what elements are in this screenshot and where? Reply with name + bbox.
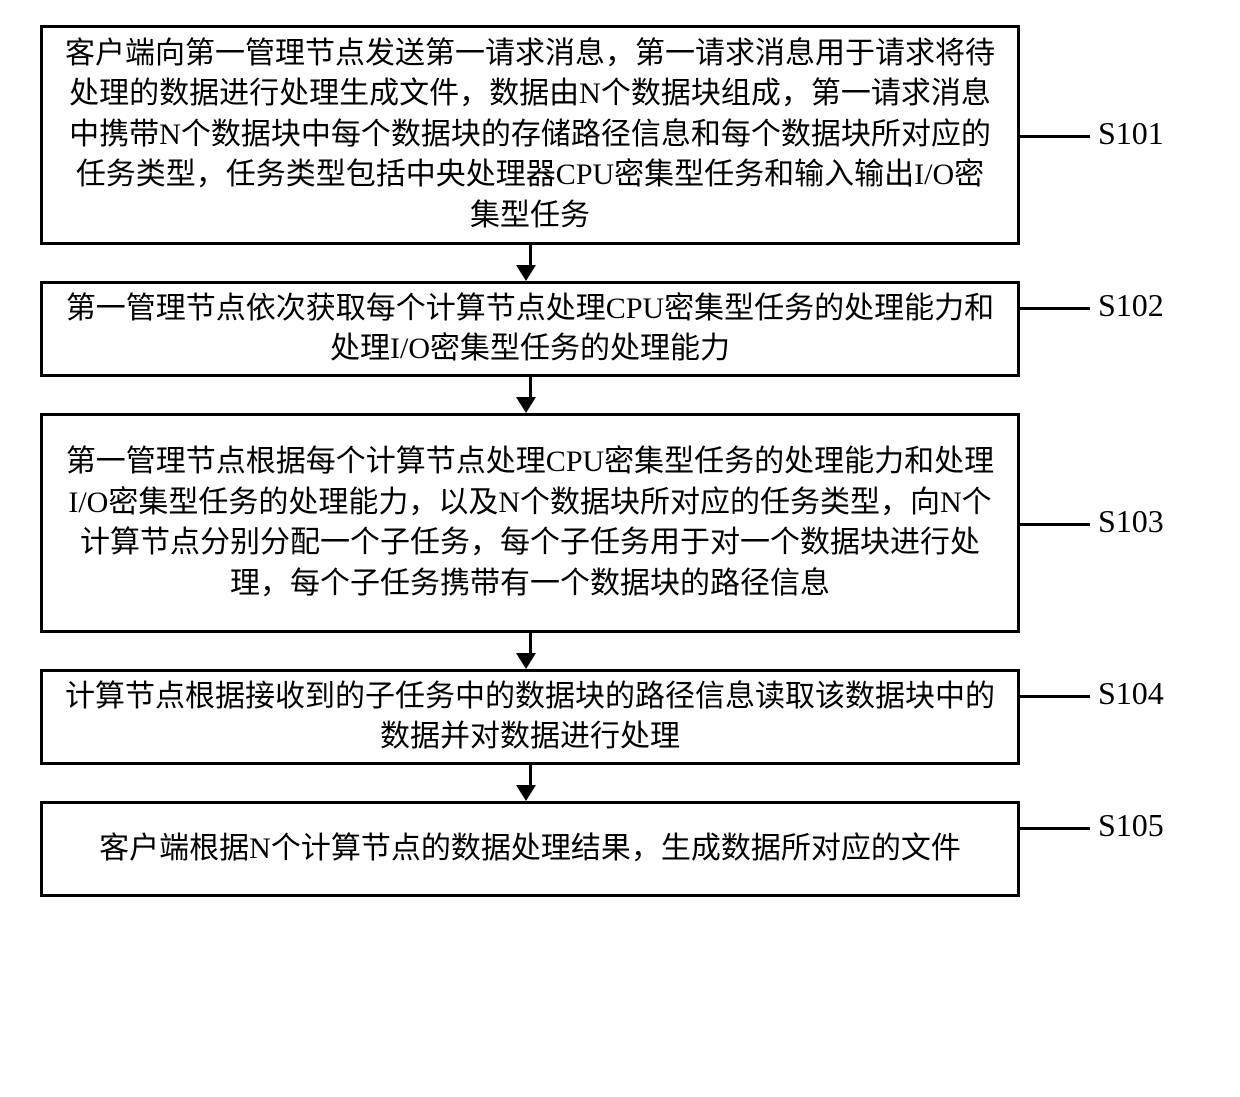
arrow-head-icon: [516, 397, 536, 413]
step-label: S101: [1098, 115, 1164, 152]
step-text: 客户端向第一管理节点发送第一请求消息，第一请求消息用于请求将待处理的数据进行处理…: [61, 34, 999, 237]
step-label: S105: [1098, 807, 1164, 844]
step-label: S103: [1098, 503, 1164, 540]
flow-step: 计算节点根据接收到的子任务中的数据块的路径信息读取该数据块中的数据并对数据进行处…: [40, 669, 1200, 765]
flow-step: 第一管理节点根据每个计算节点处理CPU密集型任务的处理能力和处理I/O密集型任务…: [40, 413, 1200, 633]
step-text: 第一管理节点根据每个计算节点处理CPU密集型任务的处理能力和处理I/O密集型任务…: [61, 442, 999, 604]
step-text: 客户端根据N个计算节点的数据处理结果，生成数据所对应的文件: [99, 829, 961, 870]
arrow-line: [529, 765, 532, 785]
flow-step: 客户端根据N个计算节点的数据处理结果，生成数据所对应的文件 S105: [40, 801, 1200, 897]
step-label: S104: [1098, 675, 1164, 712]
arrow-head-icon: [516, 265, 536, 281]
arrow: [40, 633, 1020, 669]
label-leader-line: [1020, 523, 1090, 526]
label-leader-line: [1020, 695, 1090, 698]
step-box: 计算节点根据接收到的子任务中的数据块的路径信息读取该数据块中的数据并对数据进行处…: [40, 669, 1020, 765]
arrow: [40, 377, 1020, 413]
arrow: [40, 765, 1020, 801]
step-box: 客户端向第一管理节点发送第一请求消息，第一请求消息用于请求将待处理的数据进行处理…: [40, 25, 1020, 245]
arrow-line: [529, 245, 532, 265]
step-text: 计算节点根据接收到的子任务中的数据块的路径信息读取该数据块中的数据并对数据进行处…: [61, 677, 999, 758]
arrow: [40, 245, 1020, 281]
step-box: 第一管理节点依次获取每个计算节点处理CPU密集型任务的处理能力和处理I/O密集型…: [40, 281, 1020, 377]
arrow-head-icon: [516, 785, 536, 801]
flowchart-container: 客户端向第一管理节点发送第一请求消息，第一请求消息用于请求将待处理的数据进行处理…: [40, 25, 1200, 897]
label-leader-line: [1020, 307, 1090, 310]
flow-step: 客户端向第一管理节点发送第一请求消息，第一请求消息用于请求将待处理的数据进行处理…: [40, 25, 1200, 245]
label-leader-line: [1020, 827, 1090, 830]
step-box: 第一管理节点根据每个计算节点处理CPU密集型任务的处理能力和处理I/O密集型任务…: [40, 413, 1020, 633]
arrow-head-icon: [516, 653, 536, 669]
arrow-line: [529, 377, 532, 397]
arrow-line: [529, 633, 532, 653]
label-leader-line: [1020, 135, 1090, 138]
flow-step: 第一管理节点依次获取每个计算节点处理CPU密集型任务的处理能力和处理I/O密集型…: [40, 281, 1200, 377]
step-label: S102: [1098, 287, 1164, 324]
step-box: 客户端根据N个计算节点的数据处理结果，生成数据所对应的文件: [40, 801, 1020, 897]
step-text: 第一管理节点依次获取每个计算节点处理CPU密集型任务的处理能力和处理I/O密集型…: [61, 289, 999, 370]
